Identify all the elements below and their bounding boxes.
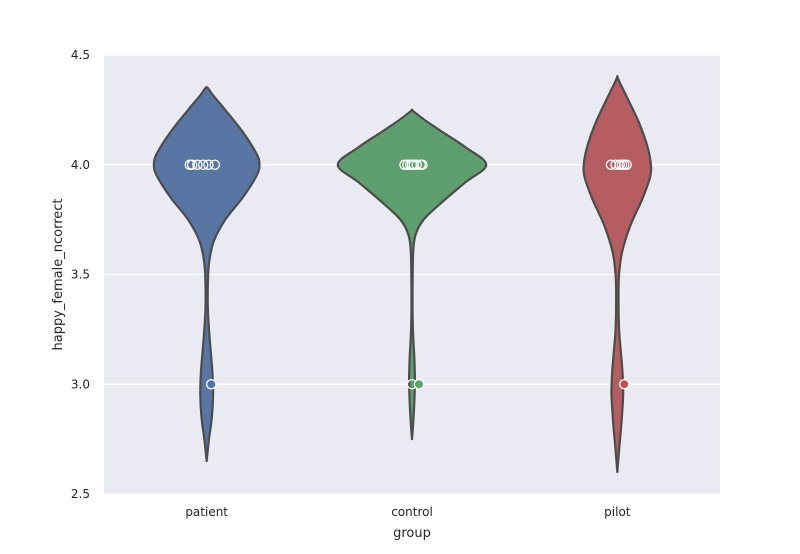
- y-tick-labels: 2.5 3.0 3.5 4.0 4.5: [71, 48, 90, 501]
- violins: [152, 75, 653, 474]
- violin-control: [336, 108, 488, 441]
- data-point-patient: [203, 159, 214, 170]
- x-tick-label: control: [391, 505, 433, 519]
- data-point-patient: [186, 159, 198, 170]
- data-point-pilot: [621, 159, 632, 170]
- y-tick-label: 4.0: [71, 158, 90, 172]
- data-point-control: [413, 378, 425, 390]
- data-point-pilot: [619, 378, 630, 390]
- data-point-patient: [206, 378, 217, 390]
- y-tick-label: 2.5: [71, 487, 90, 501]
- x-axis-label: group: [393, 526, 431, 541]
- data-points: [184, 159, 632, 390]
- x-tick-label: pilot: [604, 505, 631, 519]
- y-tick-label: 3.0: [71, 377, 90, 391]
- data-point-patient: [209, 159, 221, 170]
- data-point-patient: [197, 159, 209, 170]
- data-point-patient: [192, 159, 203, 170]
- data-point-control: [411, 159, 422, 170]
- x-tick-labels: patient control pilot: [185, 505, 630, 519]
- violin-patient: [152, 86, 261, 463]
- violin-pilot: [582, 75, 653, 474]
- x-tick-label: patient: [185, 505, 228, 519]
- y-tick-label: 4.5: [71, 48, 90, 62]
- y-tick-label: 3.5: [71, 268, 90, 282]
- y-axis-label: happy_female_ncorrect: [51, 199, 66, 351]
- data-point-control: [417, 159, 428, 170]
